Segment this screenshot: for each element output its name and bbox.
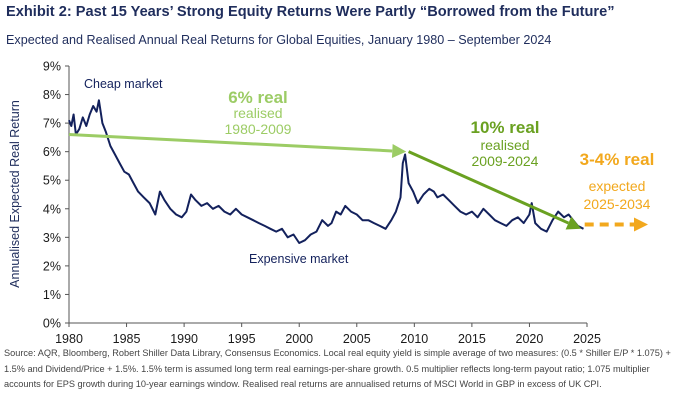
source-note: Source: AQR, Bloomberg, Robert Shiller D… (4, 348, 671, 389)
y-tick-label: 9% (43, 60, 61, 74)
annotation-6pct-period: 1980-2009 (225, 121, 292, 137)
annotation-3-4pct-expected: expected (589, 178, 646, 194)
annotation-cheap-market: Cheap market (84, 77, 163, 91)
x-tick-label: 1990 (170, 332, 198, 346)
y-tick-label: 1% (43, 288, 61, 302)
x-tick-label: 2005 (343, 332, 371, 346)
y-tick-label: 8% (43, 88, 61, 102)
y-tick-label: 7% (43, 117, 61, 131)
y-tick-label: 0% (43, 317, 61, 331)
axes (65, 65, 588, 327)
annotation-10pct-period: 2009-2024 (472, 153, 539, 169)
y-tick-label: 3% (43, 231, 61, 245)
x-tick-label: 2000 (285, 332, 313, 346)
x-tick-label: 1995 (228, 332, 256, 346)
x-tick-label: 1980 (55, 332, 83, 346)
annotation-6pct-headline: 6% real (228, 88, 288, 107)
series-layer (68, 99, 584, 244)
y-tick-label: 2% (43, 259, 61, 273)
annotation-3-4pct-period: 2025-2034 (584, 196, 651, 212)
x-tick-label: 2020 (516, 332, 544, 346)
trend-arrow-line-2 (407, 150, 570, 225)
annotation-3-4pct-headline: 3-4% real (580, 150, 655, 169)
annotation-expensive-market: Expensive market (249, 252, 349, 266)
x-tick-label: 2025 (573, 332, 601, 346)
trend-arrow-head-2 (565, 216, 582, 230)
trend-arrow-head-3 (634, 217, 649, 232)
x-tick-labels: 1980 1985 1990 1995 2000 2005 2010 2015 2020 2025 (55, 332, 601, 346)
chart-subtitle: Expected and Realised Annual Real Return… (6, 33, 552, 47)
y-tick-label: 6% (43, 145, 61, 159)
y-axis-label: Annualised Expected Real Return (8, 100, 22, 288)
annotation-10pct-headline: 10% real (471, 118, 540, 137)
annotation-10pct-realised: realised (480, 137, 529, 153)
x-tick-label: 2010 (400, 332, 428, 346)
trend-arrow-head-1 (391, 143, 407, 158)
y-tick-label: 5% (43, 174, 61, 188)
trend-arrows (68, 133, 649, 232)
x-tick-label: 1985 (113, 332, 141, 346)
trend-arrow-line-1 (68, 133, 393, 153)
y-tick-label: 4% (43, 202, 61, 216)
x-tick-label: 2015 (458, 332, 486, 346)
chart-title: Exhibit 2: Past 15 Years’ Strong Equity … (6, 4, 615, 20)
annotation-6pct-realised: realised (233, 105, 282, 121)
series-line-0 (68, 99, 584, 244)
y-tick-labels: 0% 1% 2% 3% 4% 5% 6% 7% 8% 9% (43, 60, 61, 331)
